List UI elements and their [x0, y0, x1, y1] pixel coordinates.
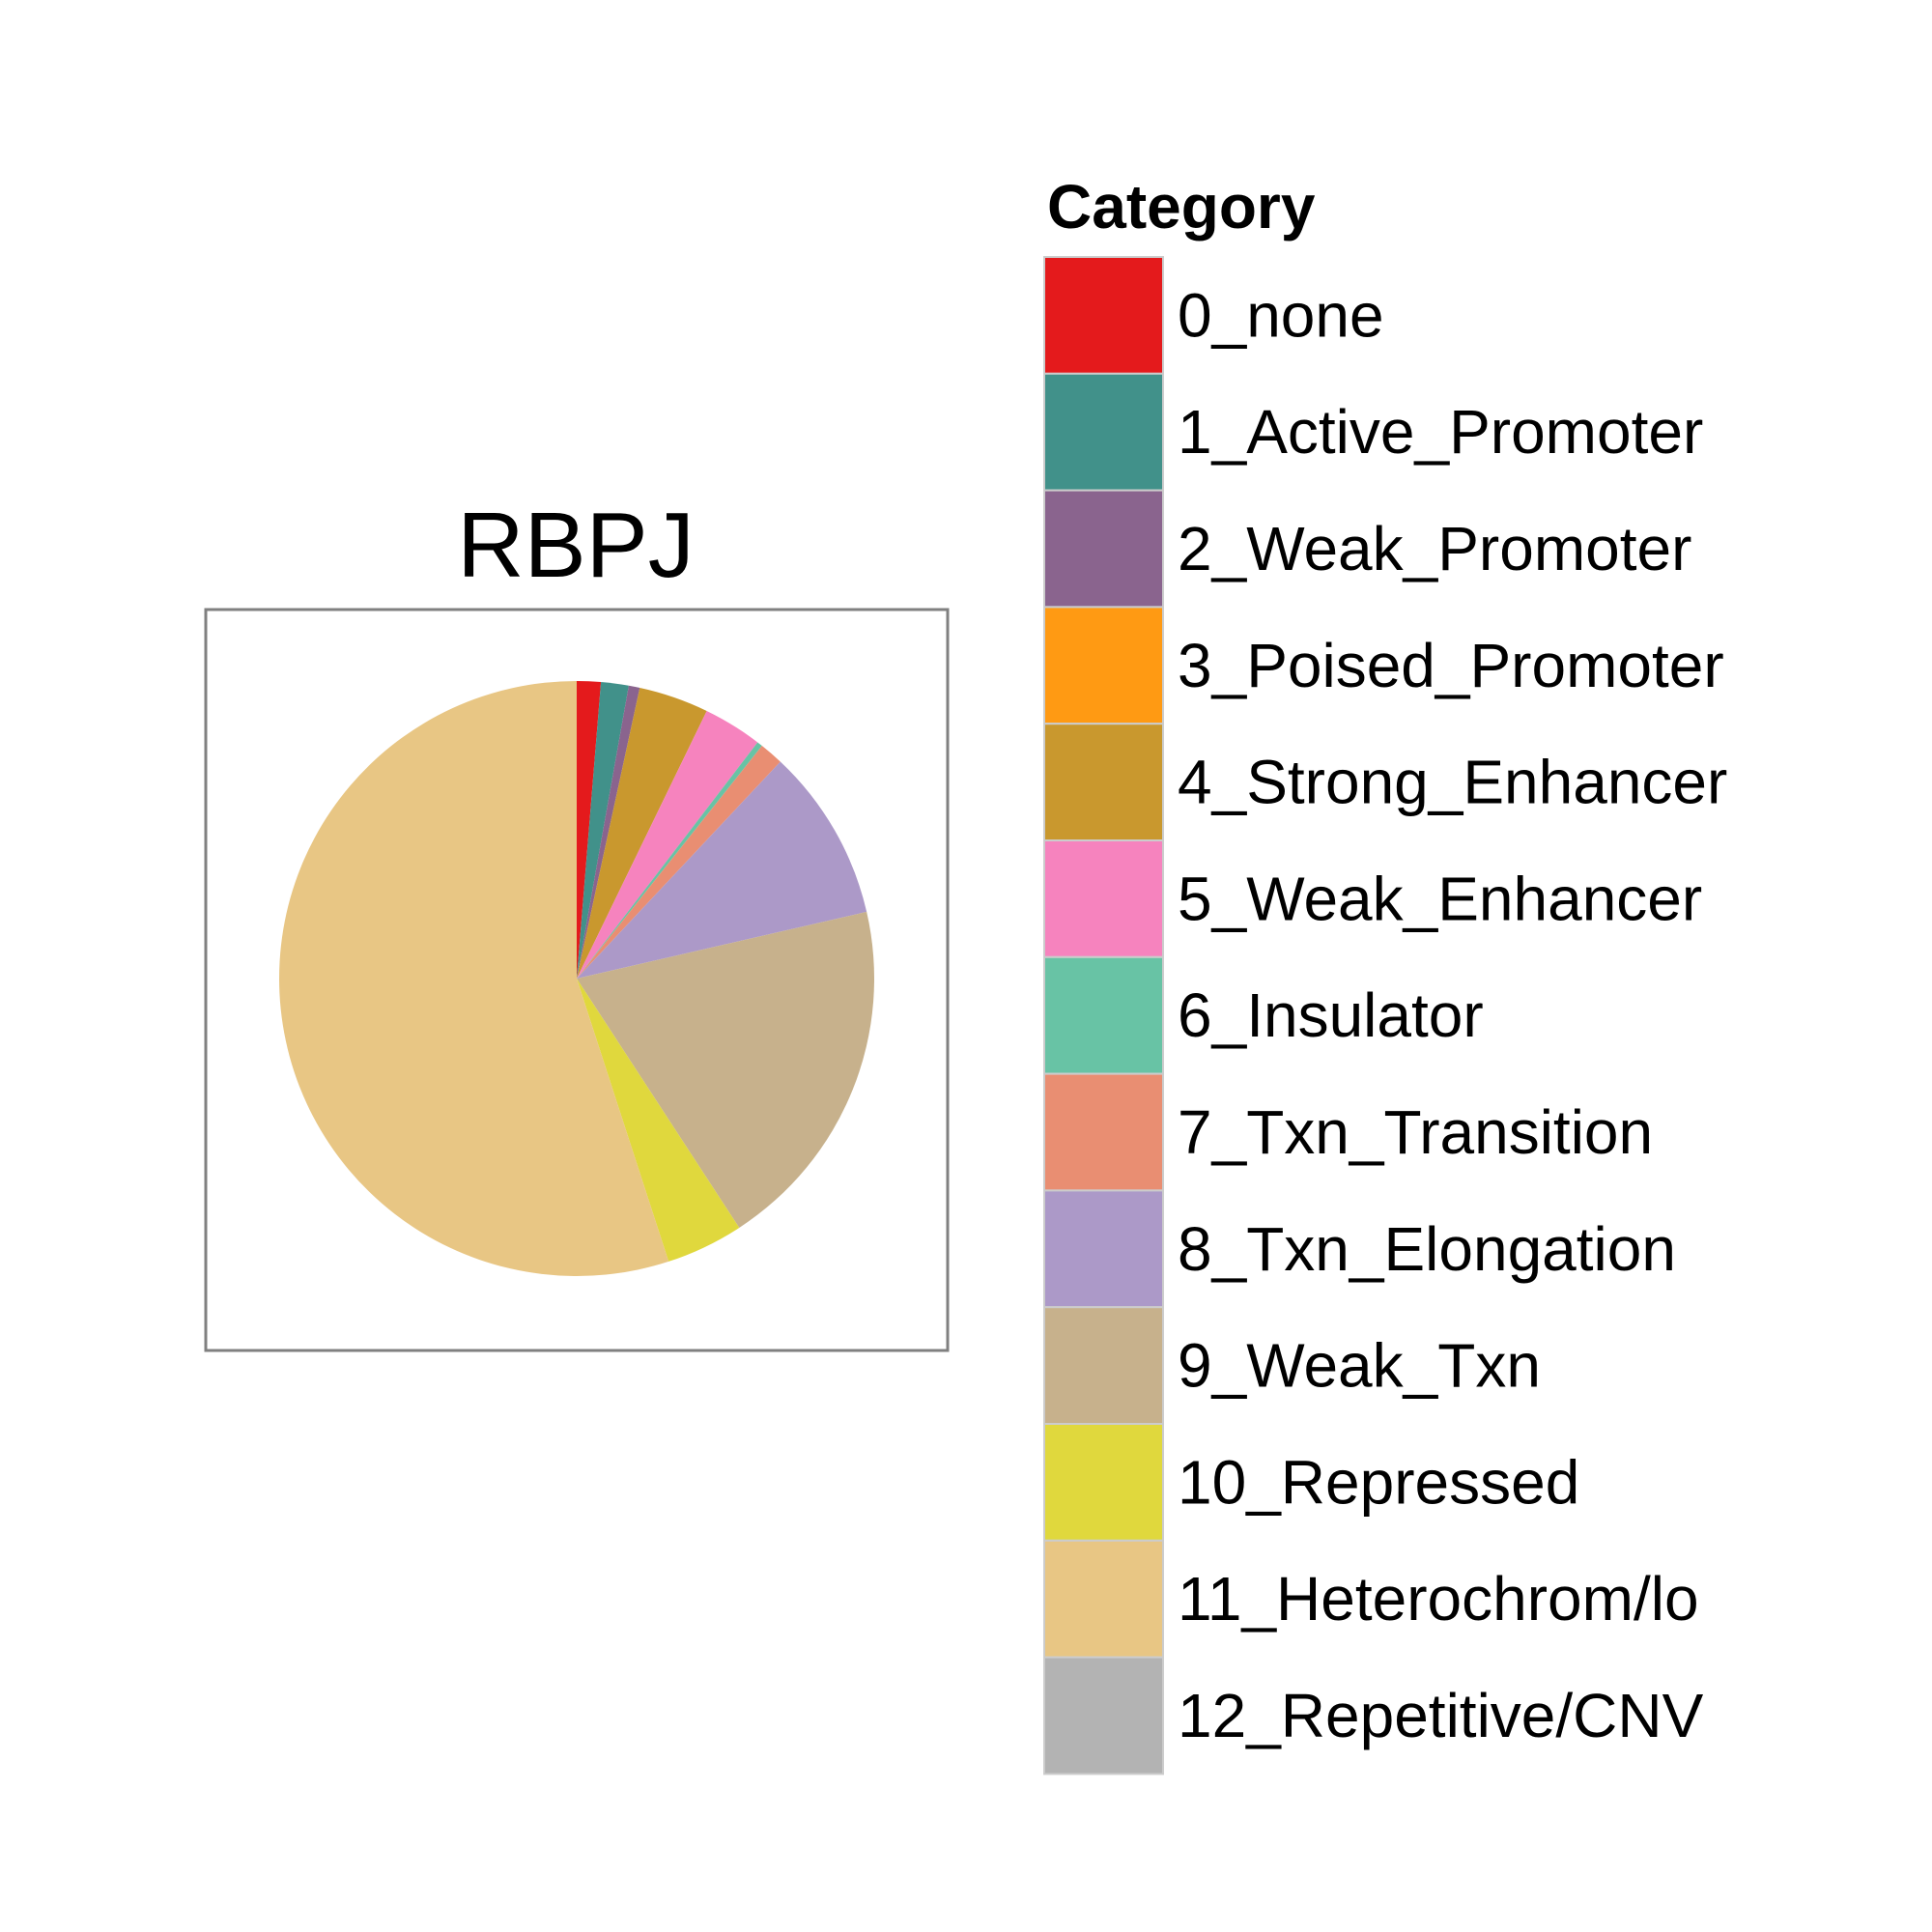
legend-key-2-weak-promoter [1043, 489, 1164, 609]
legend-label-2-weak-promoter: 2_Weak_Promoter [1178, 514, 1691, 583]
pie-slices [279, 681, 874, 1276]
legend-key-7-txn-transition [1043, 1072, 1164, 1192]
pie-slice-0-none [577, 681, 602, 979]
legend-key-9-weak-txn [1043, 1306, 1164, 1425]
legend-key-3-poised-promoter [1043, 606, 1164, 725]
legend-label-5-weak-enhancer: 5_Weak_Enhancer [1178, 864, 1702, 933]
legend-label-0-none: 0_none [1178, 280, 1384, 350]
legend-items: 0_none 1_Active_Promoter 2_Weak_Promoter 3_… [1043, 256, 1727, 1776]
legend-key-5-weak-enhancer [1043, 839, 1164, 958]
legend-key-0-none [1043, 256, 1164, 375]
legend-key-6-insulator [1043, 955, 1164, 1075]
legend-key-10-repressed [1043, 1423, 1164, 1542]
pie-slice-5-weak-enhancer [577, 710, 758, 979]
legend-label-3-poised-promoter: 3_Poised_Promoter [1178, 631, 1724, 700]
chart-title: RBPJ [457, 494, 694, 597]
legend-key-1-active-promoter [1043, 372, 1164, 492]
legend-key-4-strong-enhancer [1043, 723, 1164, 842]
legend-label-1-active-promoter: 1_Active_Promoter [1178, 397, 1703, 467]
panel-border [204, 608, 950, 1352]
legend-key-8-txn-elongation [1043, 1189, 1164, 1309]
legend: Category 0_none 1_Active_Promoter 2_Weak_P… [1043, 172, 1727, 1776]
pie-slice-1-active-promoter [577, 682, 629, 979]
legend-label-7-txn-transition: 7_Txn_Transition [1178, 1097, 1653, 1167]
pie-slice-11-heterochrom-lo [279, 681, 669, 1276]
legend-label-9-weak-txn: 9_Weak_Txn [1178, 1331, 1541, 1401]
legend-key-12-repetitive-cnv [1043, 1656, 1164, 1776]
legend-label-8-txn-elongation: 8_Txn_Elongation [1178, 1214, 1676, 1284]
legend-key-11-heterochrom-lo [1043, 1539, 1164, 1659]
legend-title: Category [1047, 172, 1316, 242]
legend-label-11-heterochrom-lo: 11_Heterochrom/lo [1178, 1564, 1699, 1634]
pie-slice-2-weak-promoter [577, 685, 640, 979]
legend-label-6-insulator: 6_Insulator [1178, 980, 1484, 1050]
pie-slice-6-insulator [577, 742, 762, 979]
pie-slice-7-txn-transition [577, 746, 781, 979]
pie-slice-4-strong-enhancer [577, 688, 707, 979]
pie-slice-8-txn-elongation [577, 761, 867, 979]
legend-label-4-strong-enhancer: 4_Strong_Enhancer [1178, 748, 1727, 817]
legend-label-10-repressed: 10_Repressed [1178, 1447, 1579, 1517]
pie-slice-10-repressed [577, 979, 740, 1262]
pie-slice-9-weak-txn [577, 911, 874, 1228]
legend-label-12-repetitive-cnv: 12_Repetitive/CNV [1178, 1681, 1704, 1750]
